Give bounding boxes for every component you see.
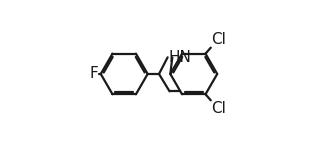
Text: HN: HN	[168, 50, 191, 65]
Text: Cl: Cl	[211, 32, 226, 47]
Text: F: F	[89, 67, 98, 81]
Text: Cl: Cl	[211, 101, 226, 116]
